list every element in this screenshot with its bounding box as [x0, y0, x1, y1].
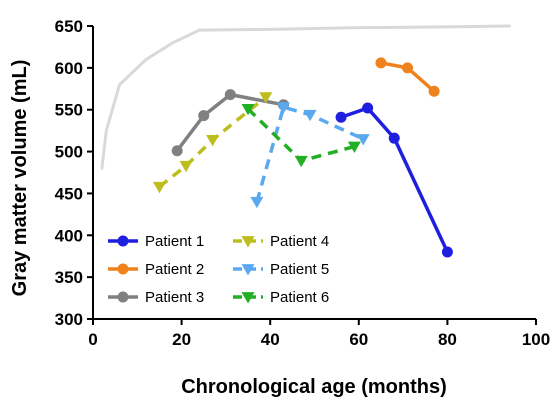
data-point-patient-4: [152, 181, 166, 194]
data-point-patient-1: [441, 246, 453, 258]
series-line-patient-4: [158, 95, 267, 189]
legend-label: Patient 4: [270, 233, 329, 250]
x-tick-label: 20: [172, 330, 191, 349]
data-point-patient-2: [375, 57, 387, 69]
legend-swatch-marker: [117, 263, 129, 275]
x-tick-label: 0: [88, 330, 97, 349]
y-tick-label: 650: [55, 17, 83, 36]
series-line-patient-5: [255, 105, 364, 203]
y-tick-label: 300: [55, 310, 83, 329]
series-line-patient-3: [175, 92, 284, 152]
legend-item-patient-2: Patient 2: [108, 261, 204, 278]
y-tick-label: 450: [55, 184, 83, 203]
legend-item-patient-4: Patient 4: [233, 233, 329, 250]
legend-label: Patient 2: [145, 261, 204, 278]
data-point-patient-3: [171, 145, 183, 157]
y-tick-label: 550: [55, 101, 83, 120]
data-point-patient-3: [198, 110, 210, 122]
x-tick-label: 60: [349, 330, 368, 349]
series-patient-2: [375, 57, 440, 97]
legend: Patient 1 Patient 2 Patient 3 Patient 4 Pati…: [108, 233, 329, 306]
legend-item-patient-5: Patient 5: [233, 261, 329, 278]
data-point-patient-6: [294, 155, 308, 168]
legend-item-patient-3: Patient 3: [108, 289, 204, 306]
series-patient-4: [152, 92, 273, 194]
series-line-patient-1: [340, 106, 449, 253]
data-point-patient-1: [362, 102, 374, 114]
y-axis-title: Gray matter volume (mL): [9, 60, 31, 297]
y-tick-label: 500: [55, 143, 83, 162]
data-point-patient-5: [250, 196, 264, 209]
axes: 0 20 40 60 80 100 300 350 400 450 500 550 600 650: [55, 17, 551, 349]
legend-label: Patient 1: [145, 233, 204, 250]
series-patient-1: [335, 102, 453, 258]
data-point-patient-5: [356, 134, 370, 146]
reference-curve: [100, 24, 511, 170]
data-point-patient-6: [347, 141, 361, 154]
data-point-patient-5: [276, 102, 290, 114]
legend-swatch-marker: [117, 291, 129, 303]
series-patient-6: [241, 104, 361, 168]
legend-item-patient-1: Patient 1: [108, 233, 204, 250]
x-tick-label: 40: [261, 330, 280, 349]
series-layer: [152, 57, 453, 258]
data-point-patient-6: [241, 104, 255, 116]
x-tick-label: 100: [522, 330, 550, 349]
data-point-patient-4: [259, 92, 273, 104]
y-tick-label: 350: [55, 268, 83, 287]
legend-label: Patient 3: [145, 289, 204, 306]
legend-swatch-marker: [117, 235, 129, 247]
data-point-patient-5: [303, 109, 317, 122]
data-point-patient-4: [179, 160, 193, 173]
data-point-patient-1: [335, 111, 347, 123]
data-point-patient-1: [388, 132, 400, 144]
data-point-patient-3: [224, 89, 236, 101]
legend-item-patient-6: Patient 6: [233, 289, 329, 306]
legend-swatch-marker: [241, 264, 255, 276]
y-tick-label: 400: [55, 226, 83, 245]
data-point-patient-2: [428, 85, 440, 97]
x-axis-title: Chronological age (months): [181, 376, 447, 398]
reference-curve-layer: [100, 24, 511, 170]
legend-label: Patient 6: [270, 289, 329, 306]
y-tick-label: 600: [55, 59, 83, 78]
x-tick-label: 80: [438, 330, 457, 349]
legend-swatch-marker: [241, 292, 255, 304]
data-point-patient-4: [206, 134, 220, 147]
legend-swatch-marker: [241, 236, 255, 248]
legend-label: Patient 5: [270, 261, 329, 278]
series-patient-5: [250, 102, 370, 209]
data-point-patient-2: [402, 62, 414, 74]
